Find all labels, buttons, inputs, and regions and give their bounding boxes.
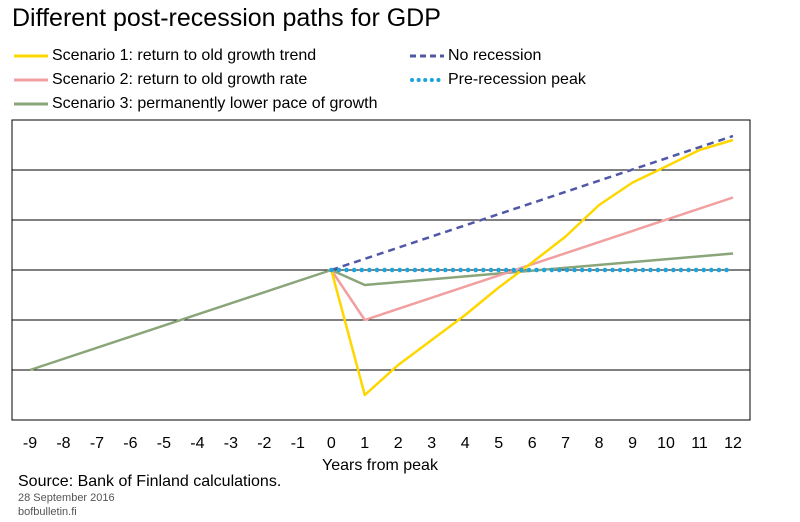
x-tick-label: -5 [157, 435, 171, 452]
x-tick-label: 11 [691, 435, 708, 452]
legend-swatch-scenario-2 [14, 78, 48, 82]
x-tick-label: 4 [461, 435, 470, 452]
x-tick-label: -4 [190, 435, 204, 452]
x-tick-label: 2 [394, 435, 403, 452]
x-tick-label: 5 [494, 435, 503, 452]
x-tick-label: 9 [628, 435, 637, 452]
legend-label-scenario-2: Scenario 2: return to old growth rate [52, 71, 308, 88]
legend-label-pre-recession-peak: Pre-recession peak [448, 71, 586, 88]
series-line-scenario-2-return-to-old-growth-rate [330, 196, 734, 322]
x-tick-label: -3 [224, 435, 238, 452]
x-tick-label: 8 [595, 435, 604, 452]
chart-title: Different post-recession paths for GDP [12, 4, 441, 32]
x-tick-label: -8 [56, 435, 70, 452]
x-tick-label: -7 [90, 435, 104, 452]
series-line-no-recession [330, 134, 734, 272]
x-tick-label: -2 [257, 435, 271, 452]
series-line-scenario-1-return-to-old-growth-trend [330, 138, 734, 397]
x-axis-label: Years from peak [322, 457, 438, 474]
legend-item-pre-recession-peak: Pre-recession peak [410, 70, 586, 90]
publication-date: 28 September 2016 [18, 492, 115, 504]
legend-item-scenario-2: Scenario 2: return to old growth rate [14, 70, 307, 90]
site-name: bofbulletin.fi [18, 506, 77, 518]
legend-label-scenario-1: Scenario 1: return to old growth trend [52, 47, 317, 64]
x-tick-label: -6 [123, 435, 137, 452]
legend-swatch-scenario-3 [14, 102, 48, 106]
legend-item-no-recession: No recession [410, 46, 541, 66]
legend-swatch-no-recession [410, 54, 444, 58]
legend-swatch-scenario-1 [14, 54, 48, 58]
x-tick-label: -9 [23, 435, 37, 452]
legend-label-scenario-3: Scenario 3: permanently lower pace of gr… [52, 95, 378, 112]
x-tick-label: 7 [561, 435, 570, 452]
legend-item-scenario-1: Scenario 1: return to old growth trend [14, 46, 316, 66]
legend-item-scenario-3: Scenario 3: permanently lower pace of gr… [14, 94, 378, 114]
x-tick-label: 3 [427, 435, 436, 452]
x-tick-label: 6 [528, 435, 537, 452]
x-tick-label: 1 [360, 435, 369, 452]
x-tick-label: 0 [327, 435, 336, 452]
x-tick-label: -1 [291, 435, 305, 452]
x-tick-label: 10 [657, 435, 675, 452]
x-tick-label: 12 [724, 435, 742, 452]
legend-swatch-pre-recession-peak [410, 78, 444, 82]
source-note: Source: Bank of Finland calculations. [18, 473, 282, 490]
series-line-scenario-3-permanently-lower-pace-of-growth [29, 252, 734, 372]
legend-label-no-recession: No recession [448, 47, 542, 64]
